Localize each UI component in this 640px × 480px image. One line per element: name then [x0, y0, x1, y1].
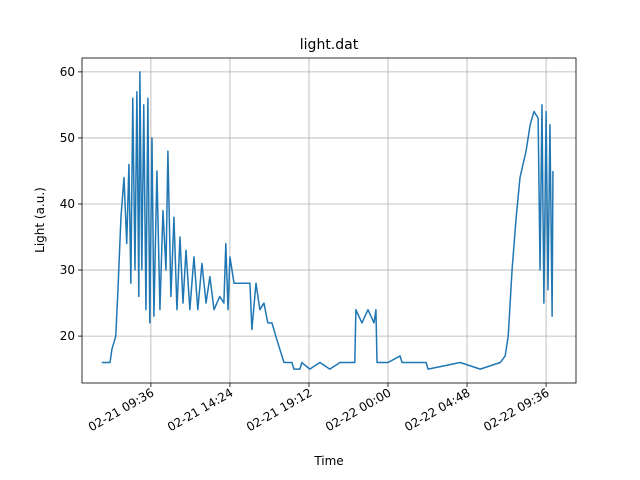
y-tick-label: 20: [60, 329, 75, 343]
y-tick-label: 30: [60, 263, 75, 277]
y-axis-label: Light (a.u.): [33, 187, 47, 253]
axes-frame: [81, 57, 577, 384]
data-line: [101, 71, 554, 370]
y-tick-label: 50: [60, 131, 75, 145]
y-tick-label: 60: [60, 65, 75, 79]
chart-title: light.dat: [300, 37, 359, 53]
x-axis-label: Time: [313, 454, 343, 468]
y-tick-label: 40: [60, 197, 75, 211]
